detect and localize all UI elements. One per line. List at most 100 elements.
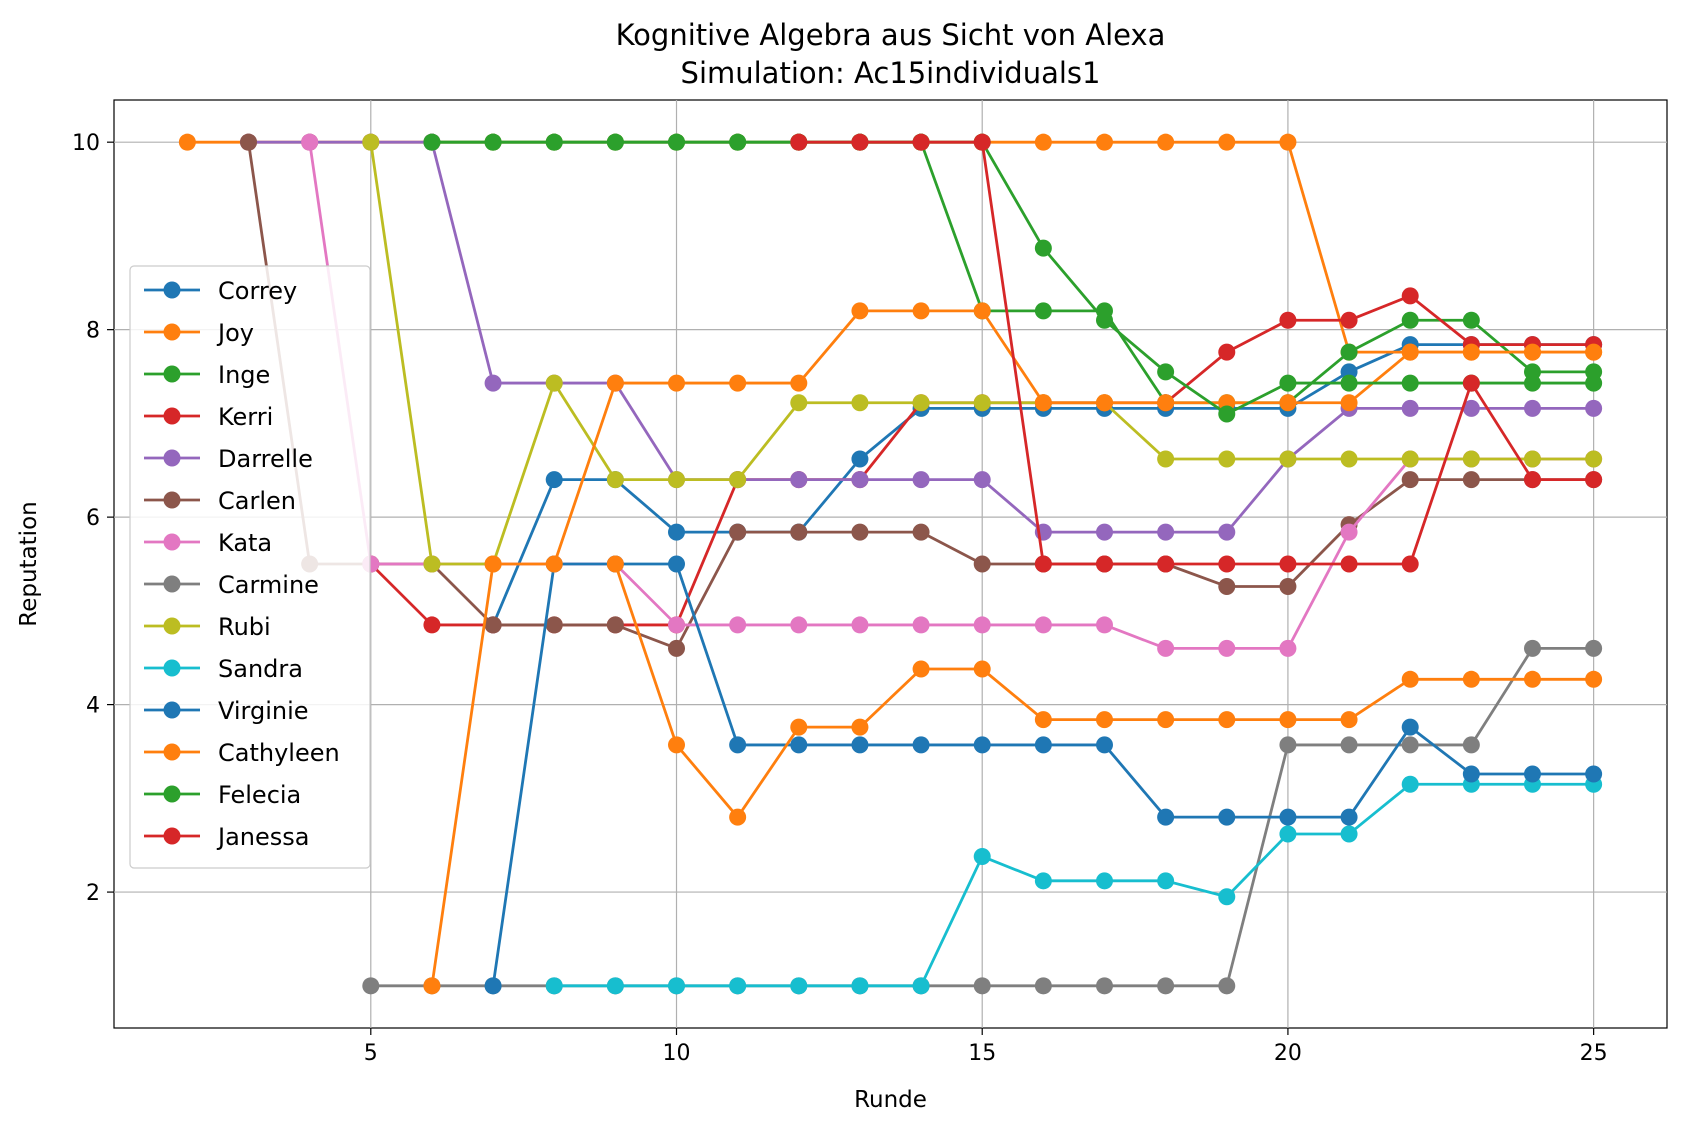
legend-label: Carmine bbox=[218, 571, 319, 599]
data-point bbox=[1157, 977, 1175, 995]
legend-marker bbox=[163, 491, 181, 509]
data-point bbox=[729, 616, 747, 634]
data-point bbox=[912, 977, 930, 995]
data-point bbox=[1462, 311, 1480, 329]
data-point bbox=[912, 471, 930, 489]
data-point bbox=[851, 523, 869, 541]
data-point bbox=[1034, 872, 1052, 890]
data-point bbox=[851, 302, 869, 320]
data-point bbox=[1095, 555, 1113, 573]
data-point bbox=[1218, 711, 1236, 729]
data-point bbox=[790, 374, 808, 392]
data-point bbox=[606, 374, 624, 392]
data-point bbox=[606, 555, 624, 573]
plot-area bbox=[113, 99, 1668, 1029]
data-point bbox=[1279, 555, 1297, 573]
y-tick-label: 4 bbox=[86, 694, 100, 719]
legend-item: Janessa bbox=[144, 823, 309, 851]
legend-item: Cathyleen bbox=[144, 739, 340, 767]
data-point bbox=[1462, 471, 1480, 489]
data-point bbox=[912, 523, 930, 541]
data-point bbox=[1218, 977, 1236, 995]
data-point bbox=[668, 977, 686, 995]
data-point bbox=[606, 977, 624, 995]
data-point bbox=[484, 374, 502, 392]
legend-item: Kata bbox=[144, 529, 272, 557]
legend-item: Virginie bbox=[144, 697, 309, 725]
data-point bbox=[606, 133, 624, 151]
data-point bbox=[729, 471, 747, 489]
data-point bbox=[1218, 405, 1236, 423]
data-point bbox=[790, 977, 808, 995]
data-point bbox=[1218, 450, 1236, 468]
data-point bbox=[484, 133, 502, 151]
data-point bbox=[1523, 343, 1541, 361]
data-point bbox=[1585, 450, 1603, 468]
data-point bbox=[606, 471, 624, 489]
data-point bbox=[729, 736, 747, 754]
data-point bbox=[1279, 450, 1297, 468]
data-point bbox=[1401, 736, 1419, 754]
data-point bbox=[1585, 670, 1603, 688]
data-point bbox=[1401, 555, 1419, 573]
data-point bbox=[301, 133, 319, 151]
y-axis-label: Reputation bbox=[16, 501, 42, 626]
legend-marker bbox=[163, 407, 181, 425]
data-point bbox=[1034, 133, 1052, 151]
legend-box bbox=[129, 265, 371, 869]
data-point bbox=[1585, 374, 1603, 392]
legend-item: Felecia bbox=[144, 781, 301, 809]
data-point bbox=[423, 977, 441, 995]
data-point bbox=[1279, 374, 1297, 392]
series-unlabeled-14 bbox=[606, 555, 1603, 826]
y-tick-label: 10 bbox=[72, 131, 100, 156]
x-axis-label: Runde bbox=[854, 1087, 927, 1113]
data-point bbox=[1095, 133, 1113, 151]
data-point bbox=[973, 555, 991, 573]
data-point bbox=[1340, 394, 1358, 412]
legend: Correy Joy Inge Kerri Darrelle Carlen Kata Carm… bbox=[129, 265, 371, 869]
data-point bbox=[1034, 711, 1052, 729]
data-point bbox=[973, 471, 991, 489]
data-point bbox=[545, 977, 563, 995]
data-point bbox=[545, 616, 563, 634]
legend-label: Inge bbox=[218, 361, 270, 389]
legend-label: Darrelle bbox=[218, 445, 313, 473]
data-point bbox=[362, 977, 380, 995]
legend-item: Joy bbox=[144, 319, 254, 347]
data-point bbox=[668, 133, 686, 151]
data-point bbox=[790, 523, 808, 541]
data-point bbox=[851, 471, 869, 489]
data-point bbox=[1585, 765, 1603, 783]
series-group bbox=[178, 133, 1603, 995]
legend-label: Carlen bbox=[218, 487, 296, 515]
legend-item: Inge bbox=[144, 361, 270, 389]
data-point bbox=[1340, 736, 1358, 754]
data-point bbox=[1279, 311, 1297, 329]
legend-marker bbox=[163, 701, 181, 719]
data-point bbox=[1157, 555, 1175, 573]
legend-marker bbox=[163, 827, 181, 845]
data-point bbox=[912, 616, 930, 634]
data-point bbox=[790, 736, 808, 754]
series-janessa bbox=[790, 133, 1603, 573]
data-point bbox=[1157, 872, 1175, 890]
data-point bbox=[1218, 133, 1236, 151]
data-point bbox=[1218, 888, 1236, 906]
legend-item: Darrelle bbox=[144, 445, 313, 473]
legend-label: Felecia bbox=[218, 781, 301, 809]
legend-label: Virginie bbox=[218, 697, 309, 725]
series-line bbox=[431, 140, 1594, 416]
data-point bbox=[1034, 239, 1052, 257]
data-point bbox=[606, 616, 624, 634]
legend-marker bbox=[163, 533, 181, 551]
data-point bbox=[240, 133, 258, 151]
data-point bbox=[545, 133, 563, 151]
data-point bbox=[1095, 311, 1113, 329]
data-point bbox=[668, 374, 686, 392]
data-point bbox=[545, 374, 563, 392]
data-point bbox=[1279, 639, 1297, 657]
data-point bbox=[1401, 374, 1419, 392]
data-point bbox=[1523, 639, 1541, 657]
